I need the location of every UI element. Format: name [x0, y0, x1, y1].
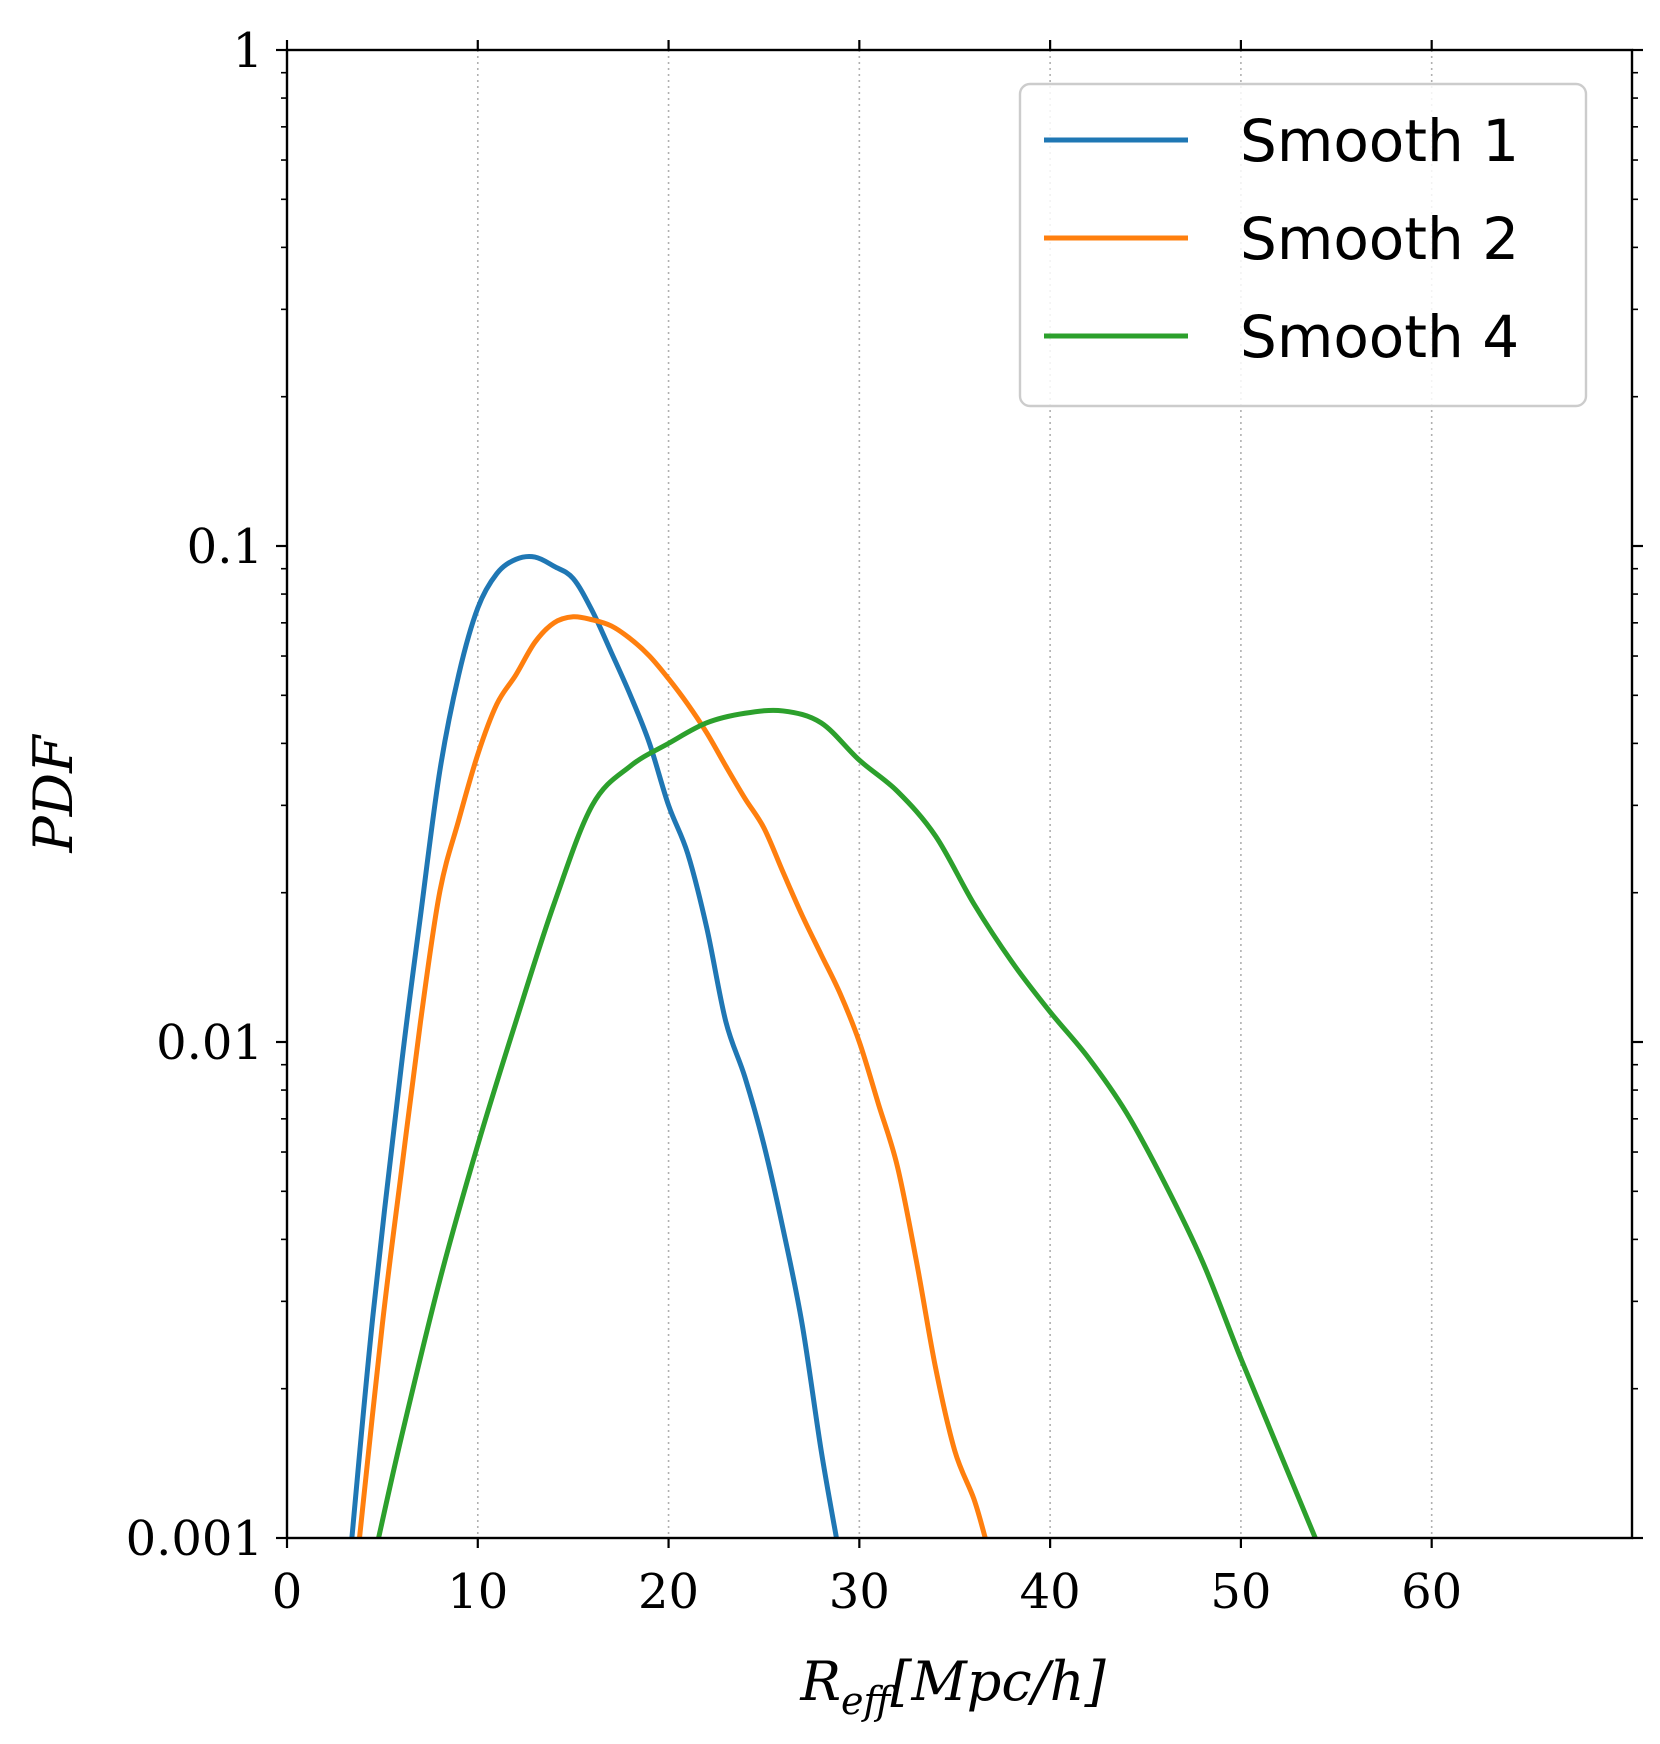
x-tick-label: 50 [1210, 1564, 1271, 1620]
legend: Smooth 1 Smooth 2 Smooth 4 [1018, 82, 1588, 408]
x-tick-label: 10 [447, 1564, 508, 1620]
x-tick-label: 30 [829, 1564, 890, 1620]
y-axis-title: PDF [22, 733, 85, 854]
x-axis-title-main: R [799, 1650, 841, 1713]
y-tick-label: 0.01 [156, 1015, 263, 1071]
y-tick-labels: 0.001 0.01 0.1 1 [126, 23, 263, 1567]
legend-items: Smooth 1 Smooth 2 Smooth 4 [1044, 107, 1519, 371]
x-axis-title-subscript: eff [841, 1679, 896, 1723]
x-tick-label: 60 [1401, 1564, 1462, 1620]
legend-label-smooth-2: Smooth 2 [1240, 205, 1519, 273]
x-tick-label: 40 [1020, 1564, 1081, 1620]
legend-box [1018, 82, 1588, 408]
y-tick-label: 0.1 [187, 519, 263, 575]
x-axis-title-unit: [Mpc/h] [890, 1650, 1106, 1713]
plot-area-frame [285, 48, 1634, 1540]
y-tick-label: 0.001 [126, 1511, 263, 1567]
legend-label-smooth-4: Smooth 4 [1240, 303, 1519, 371]
x-axis-title: Reff[Mpc/h] [799, 1650, 1106, 1723]
legend-label-smooth-1: Smooth 1 [1240, 107, 1519, 175]
series-lines [349, 554, 1318, 1539]
series-line-smooth-4 [376, 707, 1318, 1539]
y-tick-label: 1 [232, 23, 263, 79]
x-tick-label: 0 [272, 1564, 303, 1620]
series-line-smooth-1 [349, 554, 839, 1539]
x-tick-labels: 0 10 20 30 40 50 60 [272, 1564, 1462, 1620]
x-tick-label: 20 [638, 1564, 699, 1620]
series-line-smooth-2 [357, 614, 988, 1539]
